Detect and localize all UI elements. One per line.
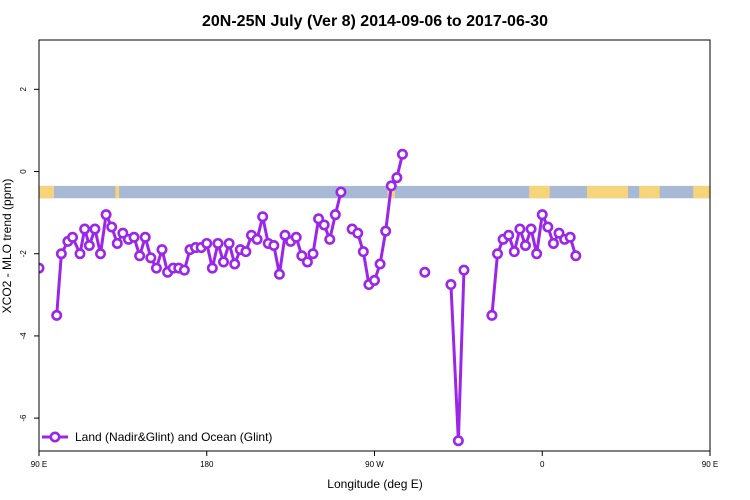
- data-point: [251, 233, 263, 245]
- data-point: [150, 262, 162, 274]
- legend-marker: [49, 431, 61, 443]
- land-band-segment: [529, 185, 550, 199]
- y-tick-label: -2: [19, 250, 28, 258]
- plot-frame: [38, 39, 711, 452]
- data-point: [564, 231, 576, 243]
- y-tick-label: -6: [19, 414, 28, 422]
- data-point: [240, 246, 252, 258]
- legend: Land (Nadir&Glint) and Ocean (Glint): [42, 430, 272, 444]
- data-point: [570, 250, 582, 262]
- data-point: [525, 223, 537, 235]
- y-tick-label: 2: [19, 87, 28, 92]
- data-point: [178, 264, 190, 276]
- x-tick-label: 90 E: [31, 460, 47, 469]
- y-axis-label: XCO2 - MLO trend (ppm): [0, 179, 14, 314]
- data-point: [106, 221, 118, 233]
- data-point: [83, 240, 95, 252]
- data-point: [201, 237, 213, 249]
- data-point: [352, 227, 364, 239]
- x-tick-label: 90 W: [365, 460, 384, 469]
- data-point: [486, 309, 498, 321]
- data-point: [206, 262, 218, 274]
- x-axis: 90 E 180 90 W 0 90 E: [31, 451, 718, 469]
- data-point: [452, 435, 464, 447]
- data-point: [223, 237, 235, 249]
- data-point: [290, 231, 302, 243]
- data-point: [380, 225, 392, 237]
- data-point: [128, 231, 140, 243]
- data-point: [445, 279, 457, 291]
- series-line: [449, 270, 466, 443]
- x-tick-label: 90 E: [702, 460, 718, 469]
- data-point: [419, 266, 431, 278]
- data-point: [335, 186, 347, 198]
- data-point: [229, 258, 241, 270]
- data-point: [95, 248, 107, 260]
- y-tick-label: 0: [19, 169, 28, 174]
- data-point: [492, 248, 504, 260]
- data-point: [257, 211, 269, 223]
- data-point: [458, 264, 470, 276]
- data-point: [156, 244, 168, 256]
- chart-title: 20N-25N July (Ver 8) 2014-09-06 to 2017-…: [202, 13, 548, 30]
- data-point: [89, 223, 101, 235]
- land-band-segment: [586, 185, 628, 199]
- data-point: [307, 248, 319, 260]
- data-point: [212, 237, 224, 249]
- data-point: [268, 240, 280, 252]
- data-point: [531, 248, 543, 260]
- land-ocean-band: [39, 185, 710, 199]
- land-band-segment: [693, 185, 710, 199]
- x-tick-label: 0: [540, 460, 545, 469]
- data-point: [218, 256, 230, 268]
- data-point: [547, 237, 559, 249]
- y-axis: -6 -4 -2 0 2: [19, 87, 39, 422]
- x-tick-label: 180: [200, 460, 214, 469]
- data-point: [79, 223, 91, 235]
- data-point: [329, 209, 341, 221]
- data-point: [134, 250, 146, 262]
- land-band-segment: [115, 185, 120, 199]
- data-point: [324, 233, 336, 245]
- data-point: [273, 268, 285, 280]
- data-point: [374, 258, 386, 270]
- legend-label: Land (Nadir&Glint) and Ocean (Glint): [75, 430, 272, 444]
- data-point: [542, 221, 554, 233]
- data-point: [519, 240, 531, 252]
- land-band-segment: [39, 185, 54, 199]
- data-point: [514, 223, 526, 235]
- data-point: [139, 231, 151, 243]
- data-point: [111, 237, 123, 249]
- data-point: [503, 229, 515, 241]
- data-point: [301, 256, 313, 268]
- data-point: [368, 274, 380, 286]
- data-point: [385, 180, 397, 192]
- y-tick-label: -4: [19, 332, 28, 340]
- data-point: [74, 248, 86, 260]
- data-point: [357, 246, 369, 258]
- land-band-segment: [639, 185, 660, 199]
- data-point: [55, 248, 67, 260]
- data-point: [536, 209, 548, 221]
- x-axis-label: Longitude (deg E): [327, 477, 422, 491]
- data-point: [39, 262, 45, 274]
- data-point: [318, 219, 330, 231]
- data-point: [67, 231, 79, 243]
- data-point: [51, 309, 63, 321]
- series-land-nadir-glint-and-ocean-glint-: [39, 148, 582, 447]
- data-point: [100, 209, 112, 221]
- data-point: [396, 148, 408, 160]
- data-point: [145, 252, 157, 264]
- data-point: [508, 246, 520, 258]
- data-point: [391, 172, 403, 184]
